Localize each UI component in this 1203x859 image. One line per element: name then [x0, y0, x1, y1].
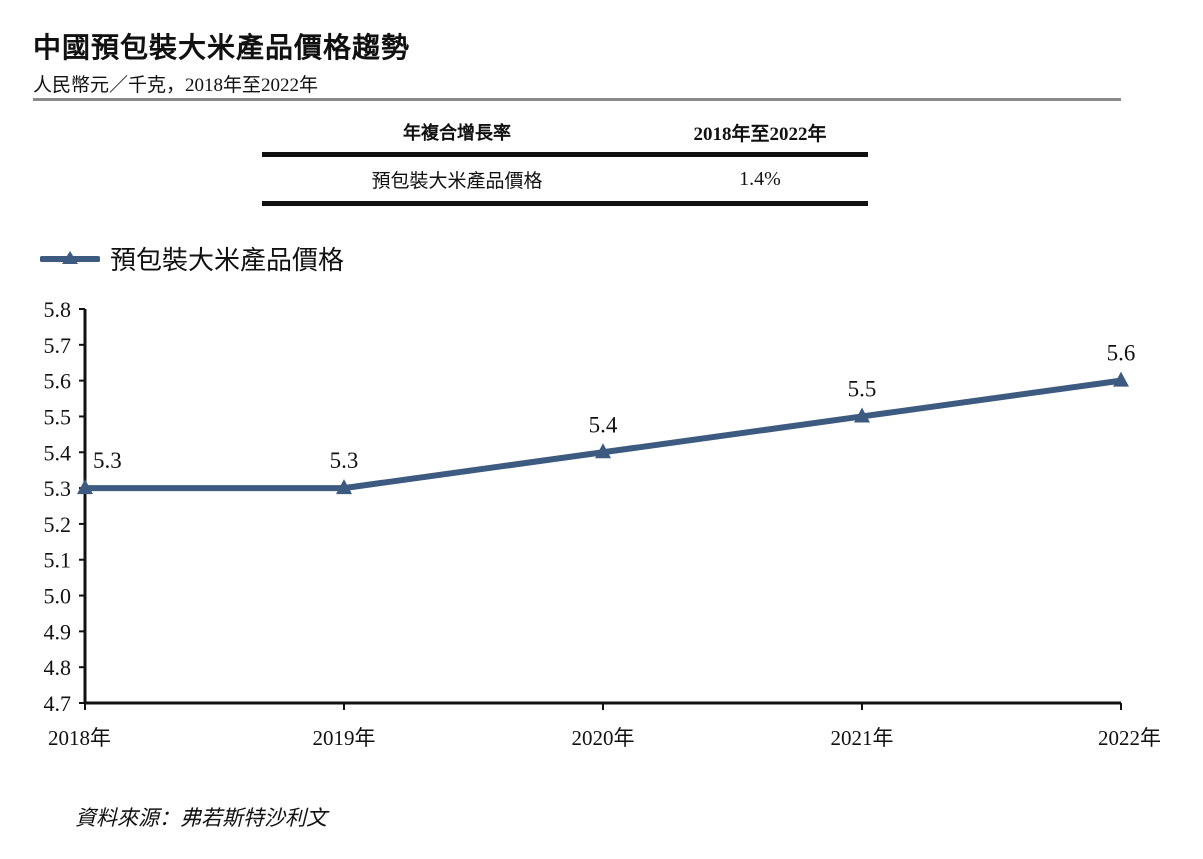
legend-marker-icon [40, 250, 100, 264]
data-point-marker [336, 479, 352, 495]
page-subtitle: 人民幣元／千克，2018年至2022年 [33, 75, 319, 96]
y-tick-label: 5.2 [44, 512, 72, 537]
data-point-marker [77, 479, 93, 495]
y-tick-label: 5.8 [44, 297, 72, 322]
cagr-header-row: 年複合增長率 2018年至2022年 [262, 112, 868, 152]
data-point-marker [595, 443, 611, 459]
page-title: 中國預包裝大米產品價格趨勢 [33, 31, 411, 64]
cagr-row-label: 預包裝大米產品價格 [371, 169, 543, 192]
data-point-marker [854, 407, 870, 423]
data-label: 5.3 [330, 448, 359, 473]
x-tick-label: 2020年 [572, 726, 635, 750]
x-tick-label: 2021年 [831, 726, 894, 750]
cagr-data-row: 預包裝大米產品價格 1.4% [262, 157, 868, 201]
y-tick-label: 4.8 [44, 655, 72, 680]
cagr-divider-bottom [262, 201, 868, 206]
y-tick-label: 5.3 [44, 476, 72, 501]
cagr-col2-header: 2018年至2022年 [693, 123, 827, 145]
data-label: 5.3 [93, 448, 122, 473]
y-tick-label: 5.4 [44, 440, 72, 465]
data-point-marker [1113, 371, 1129, 387]
y-tick-label: 5.1 [44, 548, 72, 573]
cagr-divider-top [262, 152, 868, 157]
data-label: 5.5 [848, 376, 877, 401]
data-label: 5.4 [589, 412, 618, 437]
y-tick-label: 5.6 [44, 369, 72, 394]
cagr-col1-header: 年複合增長率 [403, 123, 511, 144]
source-note: 資料來源：弗若斯特沙利文 [75, 806, 327, 830]
y-tick-label: 4.9 [44, 619, 72, 644]
header-divider [33, 98, 1121, 101]
data-label: 5.6 [1107, 341, 1136, 366]
y-tick-label: 5.0 [44, 584, 72, 609]
y-tick-label: 5.5 [44, 404, 72, 429]
cagr-table: 年複合增長率 2018年至2022年 預包裝大米產品價格 1.4% [262, 112, 868, 206]
cagr-row-value: 1.4% [739, 167, 781, 190]
chart-legend: 預包裝大米產品價格 [40, 240, 344, 277]
y-tick-label: 4.7 [44, 691, 72, 716]
x-tick-label: 2022年 [1098, 726, 1161, 750]
x-tick-label: 2018年 [48, 726, 111, 750]
series-line [85, 377, 1122, 492]
legend-label: 預包裝大米產品價格 [110, 246, 345, 276]
x-tick-label: 2019年 [313, 726, 376, 750]
y-tick-label: 5.7 [44, 333, 72, 358]
